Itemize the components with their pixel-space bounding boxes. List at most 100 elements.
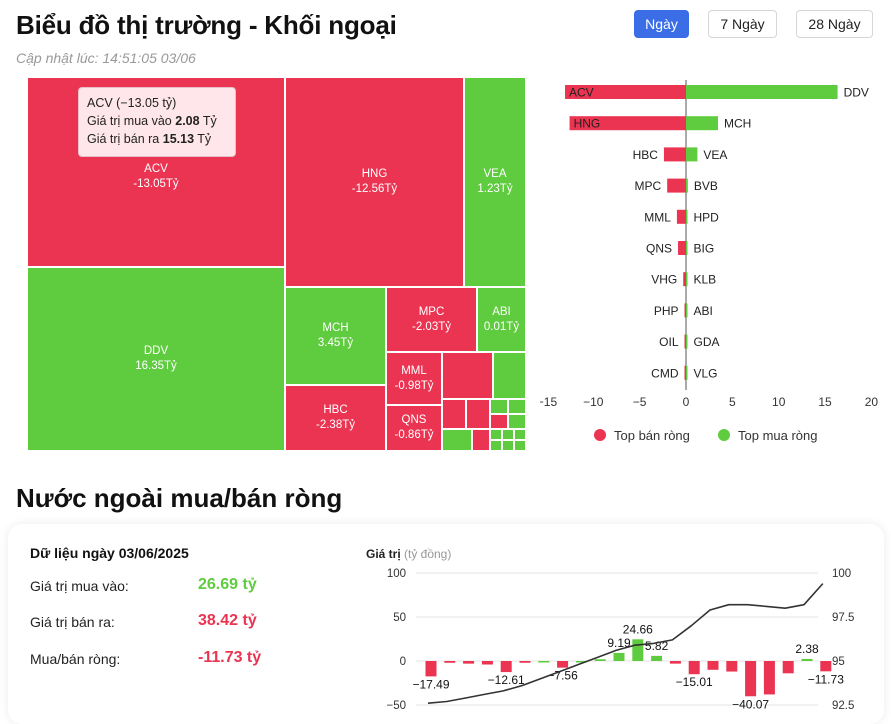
stat-sell-value: 38.42 tỷ bbox=[198, 612, 257, 629]
y-axis-title: Giá trị bbox=[366, 547, 401, 561]
net-bar bbox=[444, 661, 456, 663]
treemap-cell-vea[interactable]: VEA 1.23Tỷ bbox=[464, 77, 526, 287]
bar-label-sell: HNG bbox=[574, 117, 601, 131]
bar-label-buy: VLG bbox=[694, 366, 718, 380]
treemap-cell-mpc[interactable]: MPC -2.03Tỷ bbox=[386, 287, 477, 352]
tooltip-unit: Tỷ bbox=[197, 132, 212, 146]
treemap-cell-small[interactable] bbox=[442, 429, 472, 451]
treemap-cell-abi[interactable]: ABI 0.01Tỷ bbox=[477, 287, 526, 352]
cell-code: HNG bbox=[361, 168, 388, 180]
treemap-cell-mch[interactable]: MCH 3.45Tỷ bbox=[285, 287, 386, 385]
treemap-cell-hng[interactable]: HNG -12.56Tỷ bbox=[285, 77, 464, 287]
bar-label-sell: HBC bbox=[633, 148, 659, 162]
treemap-cell-qns[interactable]: QNS -0.86Tỷ bbox=[386, 405, 442, 451]
tooltip-buy-row: Giá trị mua vào 2.08 Tỷ bbox=[87, 112, 227, 130]
bar-label-sell: MPC bbox=[635, 179, 662, 193]
bar-value-label: −7.56 bbox=[547, 669, 578, 683]
bar-label-buy: DDV bbox=[844, 86, 869, 100]
treemap-cell-small[interactable] bbox=[502, 440, 514, 451]
treemap-cell-small[interactable] bbox=[514, 429, 526, 440]
treemap-cell-small[interactable] bbox=[490, 429, 502, 440]
tab-28-days[interactable]: 28 Ngày bbox=[796, 10, 873, 38]
bar-value-label: −17.49 bbox=[412, 677, 449, 691]
legend-label: Top bán ròng bbox=[614, 428, 690, 443]
bar-value-label: 24.66 bbox=[623, 622, 653, 636]
bar-value-label: −15.01 bbox=[676, 675, 713, 689]
net-value-chart: Giá trị (tỷ đồng) 100 100 50 97.5 0 95 −50 92.5 −1… bbox=[366, 547, 854, 712]
treemap-cell-mml[interactable]: MML -0.98Tỷ bbox=[386, 352, 442, 405]
net-bar bbox=[575, 661, 587, 663]
bar-label-sell: QNS bbox=[646, 242, 672, 256]
bar-value-label: 9.19 bbox=[607, 636, 631, 650]
bar-sell bbox=[684, 334, 686, 349]
bar-buy bbox=[686, 147, 698, 162]
bar-sell bbox=[569, 116, 686, 131]
bar-label-buy: ABI bbox=[694, 304, 713, 318]
cell-value: 16.35Tỷ bbox=[135, 360, 177, 372]
legend-dot bbox=[594, 429, 606, 441]
treemap-cell-small[interactable] bbox=[490, 440, 502, 451]
bar-buy bbox=[686, 116, 718, 131]
bar-sell bbox=[684, 365, 686, 380]
bar-label-sell: MML bbox=[644, 210, 671, 224]
tab-7-days[interactable]: 7 Ngày bbox=[708, 10, 777, 38]
bar-label-sell: OIL bbox=[659, 335, 679, 349]
bar-sell bbox=[667, 178, 686, 193]
cell-value: -12.56Tỷ bbox=[351, 183, 398, 195]
net-bar bbox=[594, 659, 606, 661]
net-bar bbox=[425, 661, 437, 677]
treemap-cell-small[interactable] bbox=[490, 414, 508, 429]
x-tick-label: −15 bbox=[540, 395, 557, 409]
cell-value: -0.86Tỷ bbox=[394, 429, 434, 441]
cell-code: QNS bbox=[401, 414, 427, 426]
cell-code: DDV bbox=[143, 345, 169, 357]
bar-label-sell: CMD bbox=[651, 366, 679, 380]
treemap-cell-small[interactable] bbox=[490, 399, 508, 414]
bar-buy bbox=[686, 365, 688, 380]
page-title: Biểu đồ thị trường - Khối ngoại bbox=[16, 10, 397, 40]
cell-value: 3.45Tỷ bbox=[317, 337, 354, 349]
cell-value: 0.01Tỷ bbox=[483, 320, 520, 333]
treemap-cell-small[interactable] bbox=[466, 399, 490, 429]
tab-day[interactable]: Ngày bbox=[634, 10, 689, 38]
net-bar bbox=[519, 661, 531, 663]
treemap-cell-small[interactable] bbox=[508, 399, 526, 414]
cell-code: ACV bbox=[144, 163, 168, 175]
treemap-cell-small[interactable] bbox=[514, 440, 526, 451]
treemap-cell-small[interactable] bbox=[502, 429, 514, 440]
tooltip-sell-row: Giá trị bán ra 15.13 Tỷ bbox=[87, 130, 227, 148]
treemap-cell-hbc[interactable]: HBC -2.38Tỷ bbox=[285, 385, 386, 451]
x-tick-label: 0 bbox=[683, 395, 690, 409]
bar-value-label: −40.07 bbox=[732, 697, 769, 711]
treemap-cell-small[interactable] bbox=[508, 414, 526, 429]
stat-net-label: Mua/bán ròng: bbox=[30, 651, 121, 667]
bar-label-buy: HPD bbox=[694, 210, 720, 224]
tooltip-buy-label: Giá trị mua vào bbox=[87, 114, 172, 128]
net-bar bbox=[820, 661, 832, 672]
treemap-tooltip: ACV (−13.05 tỷ) Giá trị mua vào 2.08 Tỷ … bbox=[78, 87, 236, 157]
net-date-label: Dữ liệu ngày 03/06/2025 bbox=[30, 545, 189, 561]
net-bar bbox=[651, 655, 663, 661]
treemap-cell-small[interactable] bbox=[442, 399, 466, 429]
bar-value-label: 2.38 bbox=[795, 642, 819, 656]
net-bar bbox=[481, 661, 493, 665]
bar-buy bbox=[686, 334, 688, 349]
cell-code: MCH bbox=[322, 322, 349, 334]
net-bar bbox=[763, 661, 775, 695]
tooltip-sell-label: Giá trị bán ra bbox=[87, 132, 160, 146]
treemap-cell-small[interactable] bbox=[442, 352, 493, 399]
treemap-cell-small[interactable] bbox=[472, 429, 490, 451]
cell-value: -2.38Tỷ bbox=[316, 419, 355, 431]
section-title: Nước ngoài mua/bán ròng bbox=[16, 483, 343, 513]
tooltip-title: ACV (−13.05 tỷ) bbox=[87, 96, 177, 110]
y-tick-right: 95 bbox=[832, 656, 845, 668]
index-line bbox=[427, 583, 824, 704]
y-tick-left: 50 bbox=[393, 612, 406, 624]
top-net-bar-chart: ACV HNG HBC MPC MML QNS VHG PHP OIL CMD DDV MCH VEA B… bbox=[540, 80, 878, 443]
bar-label-buy: GDA bbox=[694, 335, 720, 349]
treemap-cell-small[interactable] bbox=[493, 352, 526, 399]
tooltip-unit: Tỷ bbox=[202, 114, 217, 128]
bar-buy bbox=[686, 85, 838, 99]
treemap-cell-ddv[interactable]: DDV 16.35Tỷ bbox=[27, 267, 285, 451]
x-tick-label: −10 bbox=[583, 395, 604, 409]
